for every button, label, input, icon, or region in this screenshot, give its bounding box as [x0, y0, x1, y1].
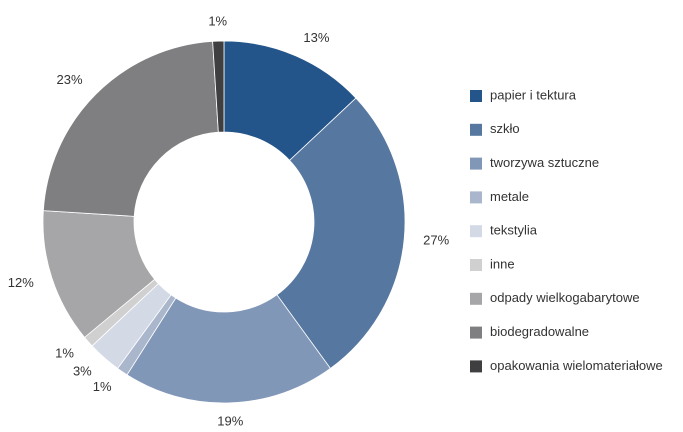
- data-label: 13%: [303, 30, 329, 45]
- data-label: 23%: [57, 72, 83, 87]
- legend-label: tworzywa sztuczne: [490, 155, 599, 170]
- donut-slice: [212, 40, 225, 133]
- legend-label: papier i tektura: [490, 87, 577, 102]
- donut-slice: [42, 40, 219, 217]
- legend-label: szkło: [490, 121, 520, 136]
- donut-slice: [276, 97, 406, 369]
- data-label: 19%: [217, 413, 243, 428]
- legend-swatch: [470, 259, 482, 271]
- legend-swatch: [470, 360, 482, 373]
- legend-label: opakowania wielomateriałowe: [490, 358, 663, 373]
- legend-swatch: [470, 292, 482, 305]
- legend-label: metale: [490, 189, 529, 204]
- legend-swatch: [470, 90, 482, 102]
- data-label: 12%: [8, 275, 34, 290]
- legend-label: odpady wielkogabarytowe: [490, 290, 640, 305]
- donut-slice: [126, 294, 331, 404]
- legend-swatch: [470, 326, 482, 339]
- data-label: 27%: [423, 232, 449, 247]
- legend-swatch: [470, 123, 482, 136]
- legend-swatch: [470, 157, 482, 170]
- data-label: 1%: [208, 14, 227, 29]
- legend-swatch: [470, 225, 482, 238]
- data-label: 3%: [73, 363, 92, 378]
- data-label: 1%: [93, 379, 112, 394]
- legend-label: inne: [490, 256, 515, 271]
- legend-label: biodegradowalne: [490, 324, 589, 339]
- legend-swatch: [470, 191, 482, 204]
- legend-label: tekstylia: [490, 223, 538, 238]
- data-label: 1%: [55, 346, 74, 361]
